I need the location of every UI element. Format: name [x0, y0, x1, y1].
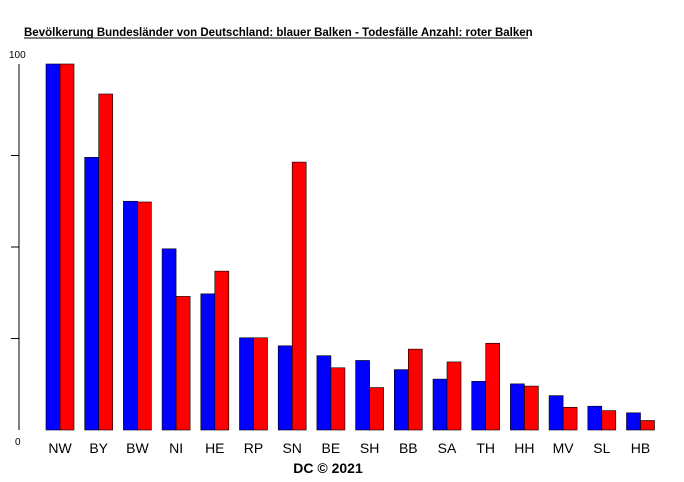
- category-label-ni: NI: [169, 440, 183, 456]
- category-label-rp: RP: [244, 440, 263, 456]
- category-label-mv: MV: [553, 440, 575, 456]
- credit-label: DC © 2021: [293, 460, 363, 476]
- y-tick-label-max: 100: [9, 50, 26, 61]
- bar-by-red: [98, 93, 113, 431]
- category-label-th: TH: [476, 440, 495, 456]
- bar-sa-blue: [432, 378, 448, 431]
- bar-hh-blue: [510, 383, 525, 431]
- bar-be-blue: [316, 355, 332, 431]
- bar-bw-red: [137, 201, 152, 431]
- bars-group: [45, 63, 655, 431]
- bar-sh-blue: [355, 360, 370, 431]
- bar-bb-blue: [393, 369, 409, 431]
- category-labels: NW BY BW NI HE RP SN BE SH BB SA TH HH MV SL HB: [48, 440, 650, 456]
- bar-mv-red: [562, 407, 578, 431]
- bar-sh-red: [369, 387, 384, 431]
- bar-sl-blue: [587, 405, 603, 431]
- bar-bw-blue: [123, 200, 138, 431]
- bar-hh-red: [524, 385, 539, 431]
- chart-title: Bevölkerung Bundesländer von Deutschland…: [24, 27, 533, 39]
- category-label-by: BY: [89, 440, 108, 456]
- bar-be-red: [330, 367, 346, 431]
- y-tick-marks: [11, 155, 19, 339]
- bar-th-blue: [471, 381, 487, 431]
- bar-ni-blue: [161, 248, 177, 431]
- category-label-sa: SA: [438, 440, 457, 456]
- category-label-be: BE: [322, 440, 341, 456]
- y-tick-label-min: 0: [15, 437, 21, 448]
- bar-th-red: [485, 342, 501, 431]
- category-label-he: HE: [205, 440, 224, 456]
- category-label-sn: SN: [282, 440, 301, 456]
- bar-rp-red: [253, 337, 268, 431]
- bar-bb-red: [407, 348, 423, 431]
- category-label-bb: BB: [399, 440, 418, 456]
- bar-mv-blue: [548, 395, 564, 431]
- category-label-hh: HH: [514, 440, 534, 456]
- bar-rp-blue: [239, 337, 254, 431]
- bar-hb-blue: [626, 412, 641, 431]
- bar-nw-blue: [45, 63, 61, 431]
- category-label-bw: BW: [126, 440, 149, 456]
- bar-sa-red: [446, 361, 462, 431]
- bar-sn-red: [291, 161, 307, 431]
- bar-he-blue: [200, 293, 216, 431]
- category-label-hb: HB: [631, 440, 650, 456]
- bar-nw-red: [59, 63, 75, 431]
- category-label-sh: SH: [360, 440, 379, 456]
- bar-by-blue: [84, 157, 99, 431]
- bar-he-red: [214, 270, 230, 431]
- bar-sn-blue: [277, 345, 293, 431]
- category-label-sl: SL: [593, 440, 610, 456]
- bar-hb-red: [640, 420, 655, 431]
- bar-sl-red: [601, 410, 617, 431]
- bar-ni-red: [175, 296, 191, 431]
- category-label-nw: NW: [48, 440, 72, 456]
